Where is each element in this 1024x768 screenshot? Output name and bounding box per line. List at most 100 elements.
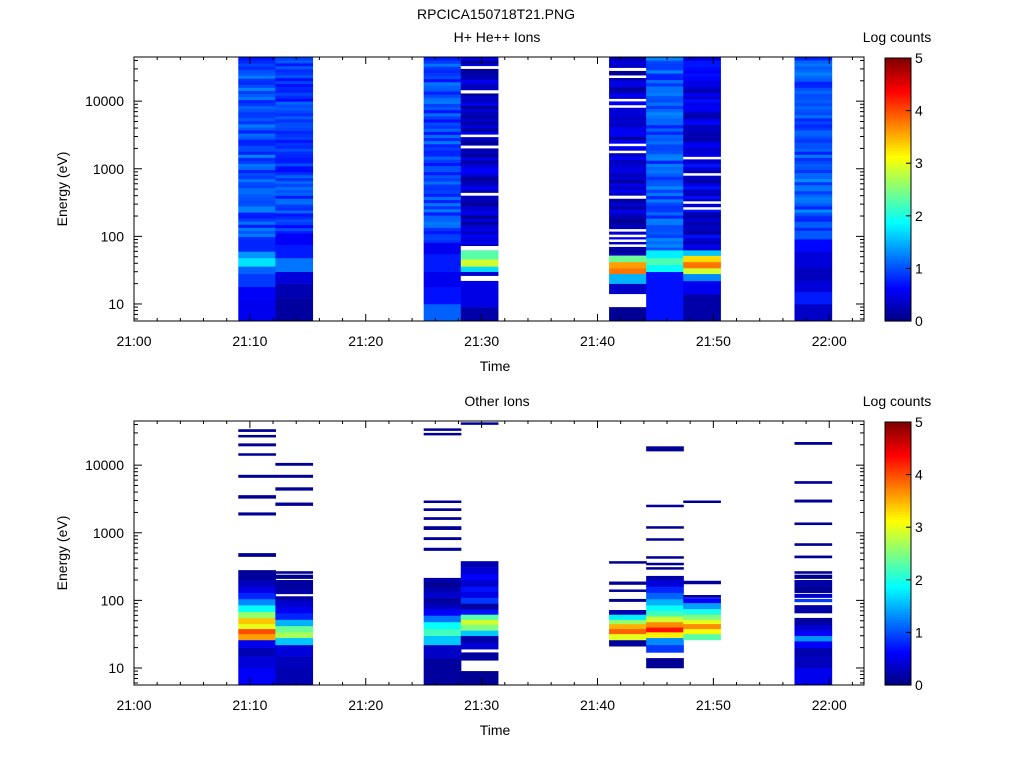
heatmap-cell bbox=[238, 592, 276, 600]
heatmap-cell bbox=[609, 283, 647, 295]
colorbar-segment bbox=[885, 663, 911, 668]
colorbar-segment bbox=[885, 527, 911, 531]
heatmap-cell bbox=[275, 151, 314, 155]
colorbar-segment bbox=[885, 506, 911, 510]
heatmap-cell bbox=[275, 104, 314, 108]
heatmap-cell bbox=[238, 586, 276, 593]
colorbar-segment bbox=[885, 244, 911, 248]
colorbar-segment bbox=[885, 318, 911, 322]
heatmap-cell bbox=[423, 112, 462, 117]
heatmap-cell bbox=[683, 294, 721, 322]
heatmap-cell bbox=[646, 208, 684, 213]
x-tick-label: 21:00 bbox=[116, 333, 151, 349]
heatmap-cell bbox=[683, 243, 721, 248]
colorbar-segment bbox=[885, 178, 911, 183]
heatmap-cell bbox=[646, 592, 684, 600]
heatmap-cell bbox=[794, 114, 833, 119]
heatmap-cell bbox=[683, 163, 721, 168]
heatmap-cell bbox=[275, 86, 314, 90]
heatmap-gap bbox=[609, 229, 647, 232]
heatmap-cell bbox=[238, 633, 276, 641]
colorbar-segment bbox=[885, 268, 911, 272]
heatmap-cell bbox=[275, 606, 314, 614]
heatmap-cell bbox=[423, 63, 462, 67]
heatmap-cell bbox=[238, 175, 276, 180]
heatmap-cell bbox=[683, 608, 721, 615]
heatmap-cell bbox=[646, 98, 684, 103]
heatmap-cell bbox=[609, 623, 647, 630]
heatmap-cell bbox=[460, 652, 499, 661]
heatmap-cell bbox=[238, 114, 276, 119]
colorbar-segment bbox=[885, 289, 911, 293]
heatmap-cell bbox=[794, 102, 833, 107]
heatmap-cell bbox=[423, 81, 462, 86]
heatmap-cell bbox=[646, 176, 684, 180]
heatmap-cell bbox=[460, 243, 499, 248]
colorbar-segment bbox=[885, 271, 911, 275]
heatmap-cell bbox=[423, 165, 462, 170]
heatmap-cell bbox=[423, 236, 462, 241]
heatmap-cell bbox=[275, 257, 314, 273]
heatmap-cell bbox=[794, 218, 833, 222]
heatmap-cell bbox=[238, 580, 276, 587]
heatmap-cell bbox=[794, 175, 833, 180]
heatmap-cell bbox=[646, 224, 684, 229]
colorbar-segment bbox=[885, 482, 911, 486]
heatmap-cell bbox=[423, 125, 462, 129]
heatmap-cell bbox=[646, 627, 684, 633]
heatmap-cell bbox=[238, 639, 276, 648]
heatmap-cell bbox=[683, 63, 721, 68]
colorbar-segment bbox=[885, 150, 911, 154]
heatmap-cell bbox=[460, 176, 499, 180]
colorbar-segment bbox=[885, 155, 911, 159]
heatmap-cell bbox=[609, 169, 647, 174]
heatmap-cell bbox=[238, 126, 276, 131]
colorbar-segment bbox=[885, 582, 911, 586]
heatmap-cell bbox=[238, 120, 276, 125]
heatmap-cell bbox=[423, 75, 462, 80]
heatmap-cell bbox=[609, 307, 647, 322]
heatmap-cell bbox=[275, 57, 314, 61]
heatmap-cell bbox=[275, 107, 314, 111]
colorbar-segment bbox=[885, 661, 911, 665]
heatmap-cell bbox=[609, 628, 647, 635]
colorbar-segment bbox=[885, 265, 911, 269]
heatmap-cell bbox=[794, 81, 833, 85]
heatmap-cell bbox=[609, 589, 647, 592]
heatmap-cell bbox=[275, 68, 314, 73]
heatmap-cell bbox=[275, 83, 314, 87]
heatmap-cell bbox=[794, 193, 833, 198]
colorbar-segment bbox=[885, 542, 911, 547]
colorbar-segment bbox=[885, 611, 911, 615]
heatmap-cell bbox=[460, 218, 499, 222]
heatmap-cell bbox=[275, 160, 314, 164]
colorbar-segment bbox=[885, 94, 911, 99]
heatmap-cell bbox=[275, 244, 314, 259]
heatmap-cell bbox=[794, 481, 833, 484]
heatmap-cell bbox=[275, 474, 314, 478]
x-tick-label: 22:00 bbox=[812, 697, 847, 713]
heatmap-gap bbox=[683, 156, 721, 160]
colorbar-segment bbox=[885, 276, 911, 280]
heatmap-cell bbox=[275, 80, 314, 84]
y-tick-label: 10 bbox=[108, 296, 124, 312]
heatmap-cell bbox=[460, 92, 499, 97]
heatmap-cell bbox=[794, 227, 833, 231]
heatmap-cell bbox=[275, 136, 314, 140]
heatmap-cell bbox=[609, 159, 647, 164]
colorbar-segment bbox=[885, 123, 911, 127]
heatmap-cell bbox=[794, 215, 833, 219]
heatmap-cell bbox=[423, 227, 462, 232]
colorbar-segment bbox=[885, 490, 911, 494]
heatmap-cell bbox=[794, 617, 833, 625]
heatmap-cell bbox=[609, 209, 647, 214]
heatmap-cell bbox=[460, 179, 499, 184]
heatmap-cell bbox=[683, 73, 721, 77]
heatmap-cell bbox=[423, 208, 462, 213]
heatmap-cell bbox=[683, 185, 721, 190]
heatmap-cell bbox=[238, 647, 276, 657]
heatmap-cell bbox=[460, 202, 499, 206]
heatmap-cell bbox=[460, 105, 499, 110]
heatmap-cell bbox=[460, 111, 499, 116]
colorbar-segment bbox=[885, 81, 911, 85]
